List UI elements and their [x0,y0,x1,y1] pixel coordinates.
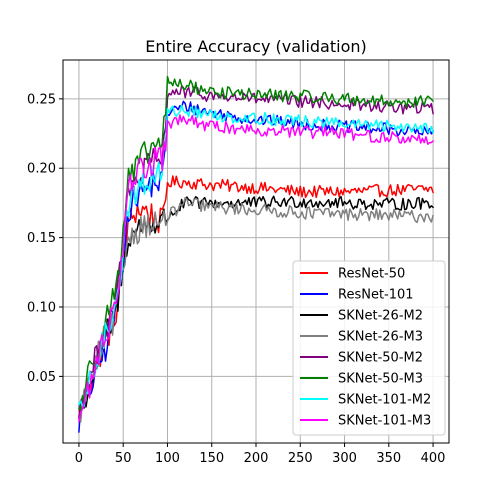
legend-label: SKNet-101-M3 [338,414,431,429]
x-tick-label: 250 [288,451,313,466]
x-tick-label: 300 [332,451,357,466]
x-axis: 0 50 100 150 200 250 300 350 400 [75,443,446,466]
series-line-sknet-101-m3 [78,114,434,423]
x-tick-label: 100 [155,451,180,466]
x-tick-label: 150 [199,451,224,466]
series-line-sknet-26-m2 [78,195,434,417]
legend-label: SKNet-50-M3 [338,372,423,387]
x-tick-label: 400 [421,451,446,466]
x-tick-label: 0 [75,451,83,466]
y-tick-label: 0.05 [27,370,56,385]
legend-label: SKNet-101-M2 [338,393,431,408]
series-line-sknet-26-m3 [78,196,434,423]
y-tick-label: 0.20 [27,162,56,177]
y-tick-label: 0.10 [27,301,56,316]
legend-label: SKNet-26-M2 [338,309,423,324]
legend-label: SKNet-26-M3 [338,330,423,345]
legend-label: ResNet-101 [338,288,414,303]
x-tick-label: 350 [376,451,401,466]
legend-label: ResNet-50 [338,267,405,282]
series-line-sknet-50-m3 [78,75,434,411]
x-tick-label: 50 [115,451,132,466]
series-line-resnet-50 [78,175,434,420]
y-tick-label: 0.25 [27,92,56,107]
legend-box [292,260,446,436]
series-layer [78,75,434,433]
y-axis: 0.05 0.10 0.15 0.20 0.25 [27,92,63,385]
chart-title: Entire Accuracy (validation) [145,37,367,56]
y-tick-label: 0.15 [27,231,56,246]
legend: ResNet-50 ResNet-101 SKNet-26-M2 SKNet-26-M… [292,260,446,436]
series-line-sknet-101-m2 [78,104,434,408]
x-tick-label: 200 [244,451,269,466]
legend-label: SKNet-50-M2 [338,351,423,366]
